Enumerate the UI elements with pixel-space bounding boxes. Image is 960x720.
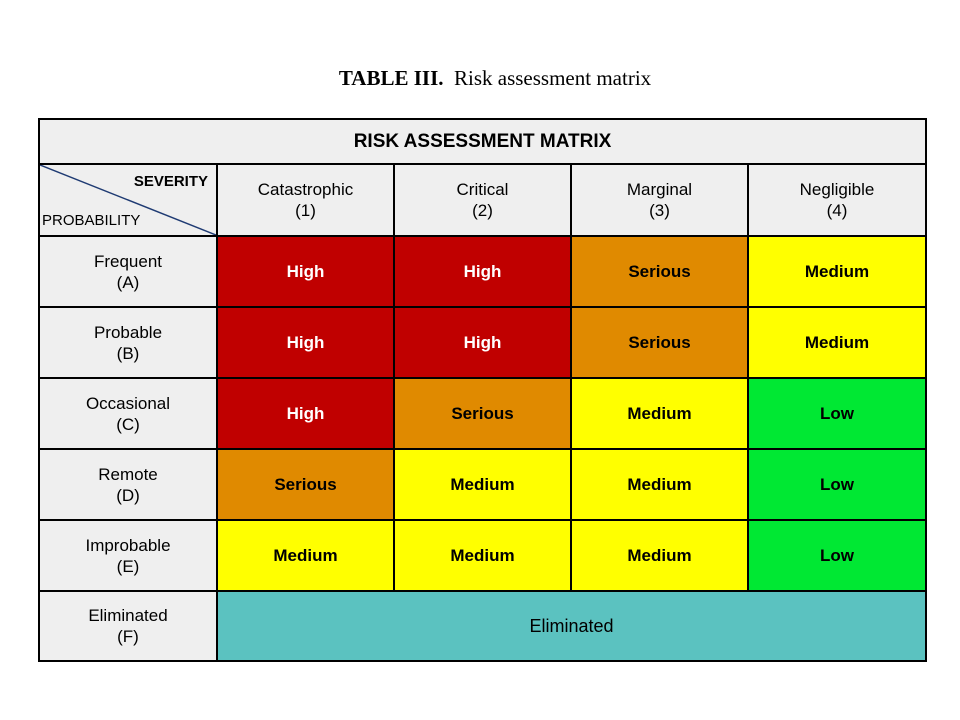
severity-code: (2) xyxy=(472,201,493,220)
risk-cell-e2: Medium xyxy=(395,521,570,590)
probability-code: (C) xyxy=(116,414,140,434)
probability-code: (E) xyxy=(116,556,140,576)
severity-name: Marginal xyxy=(626,180,693,199)
risk-cell-eliminated: Eliminated xyxy=(218,592,925,660)
risk-cell-e4: Low xyxy=(749,521,925,590)
risk-cell-a3: Serious xyxy=(572,237,747,306)
risk-matrix-table: RISK ASSESSMENT MATRIX SEVERITY PROBABIL… xyxy=(38,118,927,662)
severity-name: Negligible xyxy=(799,180,875,199)
severity-header-negligible: Negligible (4) xyxy=(749,165,925,235)
risk-cell-c4: Low xyxy=(749,379,925,448)
probability-name: Eliminated xyxy=(88,606,168,625)
probability-code: (B) xyxy=(116,343,140,363)
severity-header-marginal: Marginal (3) xyxy=(572,165,747,235)
probability-name: Probable xyxy=(93,322,163,342)
risk-cell-c2: Serious xyxy=(395,379,570,448)
risk-cell-d4: Low xyxy=(749,450,925,519)
risk-cell-e1: Medium xyxy=(218,521,393,590)
probability-code: (A) xyxy=(116,272,140,292)
probability-header-frequent: Frequent (A) xyxy=(40,237,216,306)
risk-cell-c1: High xyxy=(218,379,393,448)
severity-code: (1) xyxy=(295,201,316,220)
severity-code: (4) xyxy=(826,201,848,220)
table-caption: TABLE III. Risk assessment matrix xyxy=(0,66,960,91)
risk-cell-a4: Medium xyxy=(749,237,925,306)
risk-cell-d2: Medium xyxy=(395,450,570,519)
risk-cell-a1: High xyxy=(218,237,393,306)
probability-header-probable: Probable (B) xyxy=(40,308,216,377)
matrix-title: RISK ASSESSMENT MATRIX xyxy=(40,120,925,163)
caption-label: TABLE III. xyxy=(338,66,444,90)
probability-name: Improbable xyxy=(85,535,171,555)
severity-code: (3) xyxy=(649,201,670,220)
risk-cell-d3: Medium xyxy=(572,450,747,519)
probability-name: Frequent xyxy=(93,251,163,271)
corner-header: SEVERITY PROBABILITY xyxy=(40,165,216,235)
severity-header-critical: Critical (2) xyxy=(395,165,570,235)
probability-name: Occasional xyxy=(85,393,171,413)
severity-axis-label: SEVERITY xyxy=(133,173,208,190)
probability-axis-label: PROBABILITY xyxy=(42,212,141,229)
probability-header-remote: Remote (D) xyxy=(40,450,216,519)
risk-cell-d1: Serious xyxy=(218,450,393,519)
probability-name: Remote xyxy=(98,464,158,484)
probability-header-eliminated: Eliminated (F) xyxy=(40,592,216,660)
risk-cell-c3: Medium xyxy=(572,379,747,448)
severity-name: Catastrophic xyxy=(257,180,354,199)
risk-cell-e3: Medium xyxy=(572,521,747,590)
diagonal-divider xyxy=(40,165,216,235)
risk-cell-b4: Medium xyxy=(749,308,925,377)
risk-cell-b3: Serious xyxy=(572,308,747,377)
risk-cell-b1: High xyxy=(218,308,393,377)
probability-header-improbable: Improbable (E) xyxy=(40,521,216,590)
probability-code: (F) xyxy=(117,627,139,646)
severity-name: Critical xyxy=(456,180,509,199)
risk-cell-a2: High xyxy=(395,237,570,306)
probability-code: (D) xyxy=(116,485,140,505)
caption-text: Risk assessment matrix xyxy=(454,66,652,90)
probability-header-occasional: Occasional (C) xyxy=(40,379,216,448)
severity-header-catastrophic: Catastrophic (1) xyxy=(218,165,393,235)
risk-cell-b2: High xyxy=(395,308,570,377)
